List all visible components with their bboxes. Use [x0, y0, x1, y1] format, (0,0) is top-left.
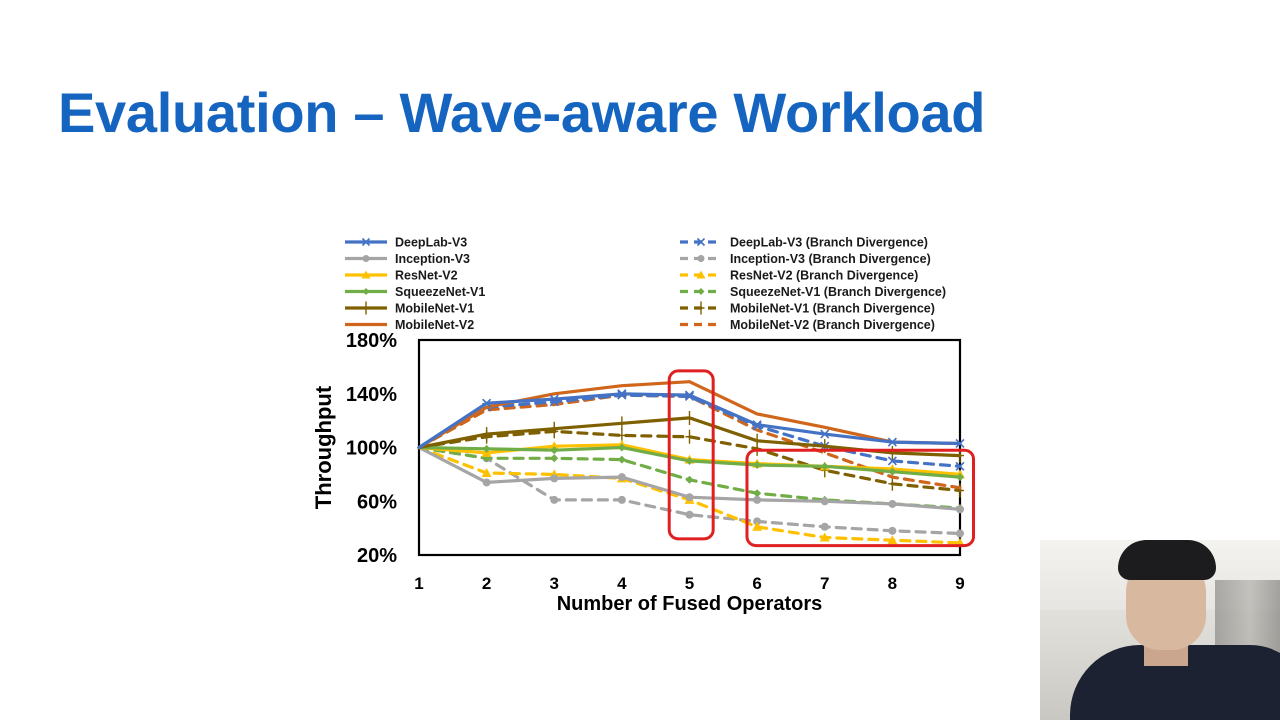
data-point [956, 529, 964, 538]
data-point [955, 438, 965, 449]
data-point [888, 499, 897, 508]
data-point [549, 441, 560, 451]
data-point [685, 429, 694, 444]
data-point [956, 505, 964, 514]
x-tick-label: 4 [617, 574, 627, 593]
data-point [482, 427, 491, 442]
data-point [752, 420, 762, 430]
data-point [550, 446, 559, 455]
x-tick-label: 3 [550, 574, 559, 593]
data-point [753, 517, 762, 526]
legend-marker [696, 270, 706, 279]
data-point [820, 462, 829, 471]
legend-label: SqueezeNet-V1 (Branch Divergence) [730, 285, 946, 299]
legend-marker [361, 237, 371, 247]
data-point [753, 489, 762, 498]
legend-label: MobileNet-V1 [395, 302, 474, 316]
data-point [549, 394, 559, 404]
data-point [550, 454, 559, 463]
data-point [684, 390, 695, 400]
data-point [617, 416, 626, 431]
data-point [685, 410, 694, 425]
y-tick-label: 140% [346, 384, 397, 406]
data-point [752, 521, 763, 531]
data-point [617, 389, 627, 399]
data-point [888, 445, 897, 460]
data-point [550, 495, 559, 504]
legend-label: SqueezeNet-V1 [395, 285, 485, 299]
data-point [685, 475, 694, 484]
legend-label: MobileNet-V1 (Branch Divergence) [730, 302, 935, 316]
data-point [820, 497, 829, 506]
data-point [481, 468, 492, 478]
series-line [417, 445, 962, 536]
data-point [888, 476, 897, 491]
legend-label: MobileNet-V2 [395, 318, 474, 332]
data-point [820, 429, 830, 439]
legend-label: Inception-V3 (Branch Divergence) [730, 252, 931, 266]
data-point [820, 522, 829, 531]
legend-marker [362, 255, 370, 262]
data-point [955, 461, 965, 471]
data-point [956, 483, 964, 498]
data-point [482, 444, 491, 453]
x-tick-label: 1 [414, 574, 423, 593]
data-point [753, 495, 762, 504]
x-tick-label: 5 [685, 574, 694, 593]
data-point [482, 478, 491, 487]
x-tick-label: 6 [752, 574, 761, 593]
data-point [819, 532, 830, 542]
legend-marker [697, 288, 705, 295]
legend-label: ResNet-V2 (Branch Divergence) [730, 269, 918, 283]
legend-marker [697, 301, 705, 315]
legend-label: ResNet-V2 [395, 269, 458, 283]
x-tick-label: 2 [482, 574, 491, 593]
highlight-box [745, 448, 976, 548]
data-point [617, 473, 626, 482]
legend-label: Inception-V3 [395, 252, 470, 266]
legend-label: DeepLab-V3 (Branch Divergence) [730, 236, 928, 250]
legend-marker [361, 270, 371, 279]
legend-marker [696, 237, 706, 247]
data-point [753, 460, 762, 469]
legend-marker [697, 255, 705, 262]
legend-marker [362, 288, 370, 295]
data-point [888, 526, 897, 535]
y-tick-label: 100% [346, 438, 397, 460]
data-point [685, 493, 694, 502]
data-point [888, 467, 897, 476]
data-point [550, 421, 559, 436]
data-point [617, 495, 626, 504]
data-point [887, 535, 898, 545]
x-tick-label: 9 [955, 574, 964, 593]
data-point [550, 474, 559, 483]
y-tick-label: 60% [357, 491, 397, 513]
data-point [753, 433, 762, 448]
data-point [685, 456, 694, 465]
data-point [685, 510, 694, 519]
x-tick-label: 8 [888, 574, 897, 593]
data-point [617, 455, 626, 464]
data-point [617, 443, 626, 452]
y-tick-label: 20% [357, 545, 397, 567]
slide-title: Evaluation – Wave-aware Workload [58, 81, 986, 144]
data-point [887, 456, 897, 466]
presenter-webcam-video [1040, 540, 1280, 720]
y-tick-label: 180% [346, 330, 397, 352]
data-point [887, 437, 897, 447]
legend-marker [362, 301, 370, 315]
data-point [956, 473, 964, 482]
data-point [482, 398, 492, 408]
y-axis-title: Throughput [311, 385, 336, 509]
highlight-box [667, 369, 715, 541]
x-tick-label: 7 [820, 574, 829, 593]
legend-label: MobileNet-V2 (Branch Divergence) [730, 318, 935, 332]
legend-label: DeepLab-V3 [395, 236, 467, 250]
x-axis-title: Number of Fused Operators [557, 593, 823, 615]
